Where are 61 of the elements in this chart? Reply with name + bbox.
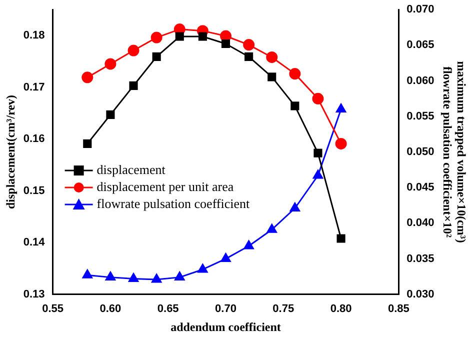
point [129,81,138,90]
point [220,253,231,262]
y2-tick-label: 0.040 [406,217,434,230]
y2-tick-label: 0.065 [406,39,434,52]
y-tick-label: 0.17 [23,81,45,94]
legend-label: displacement [96,162,166,177]
y2-tick-label: 0.050 [406,146,434,158]
point [312,92,324,104]
point [268,72,276,82]
point [244,240,254,250]
point [244,52,254,62]
point [289,68,301,80]
point [335,138,347,150]
x-tick-label: 0.55 [42,303,64,316]
point [336,104,346,113]
x-tick-label: 0.70 [215,303,236,316]
y2-tick-label: 0.030 [406,288,434,300]
x-tick-label: 0.75 [272,303,294,316]
point [83,139,92,148]
point [128,44,140,56]
point [174,272,185,281]
x-tick-label: 0.65 [157,303,179,316]
point [290,102,300,110]
point [336,234,346,243]
y2-tick-label: 0.055 [406,110,434,122]
y-tick-label: 0.16 [23,133,45,146]
point [106,110,115,120]
x-tick-label: 0.60 [100,303,122,316]
point [82,269,92,278]
point [82,72,94,84]
point [221,39,230,48]
point [175,32,184,41]
point [198,264,208,273]
legend-label: flowrate pulsation coefficient [96,196,250,211]
x-axis-title: addendum coefficient [170,320,281,334]
point [151,274,162,283]
y2-tick-label: 0.045 [406,182,434,194]
point [152,52,161,62]
y-tick-label: 0.14 [23,236,46,249]
point [266,51,278,63]
y2-tick-label: 0.070 [406,4,434,16]
point [150,32,162,44]
x-tick-label: 0.85 [388,303,410,316]
point [243,39,255,51]
point [104,58,116,70]
y2-axis-title: maximum trapped volume×10(cm³) flowrate pulsation coefficient×10² [440,61,469,243]
y2-tick-label: 0.035 [406,252,434,265]
point [198,32,207,41]
y-tick-label: 0.15 [23,184,45,197]
point [290,202,300,212]
legend-label: displacement per unit area [96,178,234,194]
y-tick-label: 0.13 [23,288,45,300]
y2-tick-label: 0.060 [406,74,434,87]
point [312,170,324,179]
x-tick-label: 0.80 [330,303,352,316]
point [128,272,139,282]
point [266,224,277,233]
point [105,272,116,281]
point [314,148,322,158]
y-tick-label: 0.18 [23,30,45,42]
y-axis-title: displacement(cm³/rev) [3,94,18,210]
